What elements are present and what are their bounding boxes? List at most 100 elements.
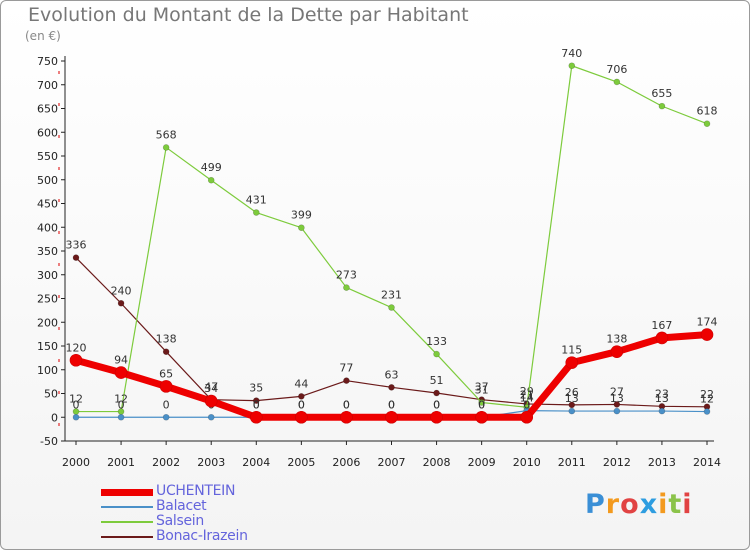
data-label-balacet: 0 (343, 398, 350, 411)
data-label-salsein: 655 (651, 87, 672, 100)
data-point-uchentein (430, 410, 443, 424)
x-tick-label: 2009 (468, 456, 496, 469)
data-point-balacet (703, 408, 711, 415)
data-label-balacet: 13 (610, 392, 624, 405)
data-point-balacet (568, 407, 576, 415)
data-label-salsein: 568 (156, 128, 177, 141)
y-tick-label: 550 (37, 150, 58, 163)
data-label-bonac-irazein: 77 (339, 362, 353, 375)
y-tick-label: 350 (37, 245, 58, 258)
logo-letter: o (620, 489, 640, 520)
data-label-uchentein: 0 (343, 398, 350, 411)
data-point-salsein (388, 304, 395, 311)
data-point-salsein (298, 224, 305, 232)
logo-letter: P (585, 489, 606, 520)
data-point-uchentein (520, 410, 534, 424)
data-label-bonac-irazein: 51 (430, 374, 444, 387)
data-point-salsein (478, 399, 485, 406)
data-label-bonac-irazein: 22 (700, 388, 714, 401)
data-point-salsein (162, 144, 170, 151)
data-label-bonac-irazein: 63 (385, 368, 399, 381)
data-point-bonac-irazein (613, 401, 621, 408)
data-point-balacet (658, 407, 666, 415)
y-tick-label: 700 (37, 79, 58, 92)
x-tick-label: 2001 (107, 456, 135, 469)
data-label-uchentein: 167 (651, 319, 672, 332)
data-label-salsein: 12 (114, 393, 128, 406)
data-point-uchentein (700, 328, 714, 341)
logo-letter: r (605, 489, 621, 520)
data-label-uchentein: 174 (697, 316, 718, 329)
data-point-salsein (658, 102, 666, 110)
legend-label: Bonac-Irazein (156, 528, 248, 544)
x-tick-label: 2007 (378, 456, 406, 469)
data-point-bonac-irazein (298, 393, 305, 400)
x-tick-label: 2008 (423, 456, 451, 469)
chart-title: Evolution du Montant de la Dette par Hab… (28, 4, 469, 26)
y-tick-label: 250 (37, 293, 58, 306)
data-label-bonac-irazein: 44 (294, 377, 308, 390)
data-point-uchentein (204, 394, 218, 408)
y-tick-label: 400 (37, 221, 58, 234)
data-point-bonac-irazein (388, 384, 395, 391)
data-label-bonac-irazein: 35 (249, 382, 263, 395)
data-point-uchentein (114, 366, 128, 379)
data-label-balacet: 0 (433, 398, 440, 411)
legend-label: Salsein (156, 513, 204, 529)
data-point-salsein (703, 120, 711, 127)
x-tick-label: 2002 (152, 456, 180, 469)
data-point-salsein (568, 62, 576, 70)
y-tick-label: 500 (37, 174, 58, 187)
data-label-balacet: 0 (73, 398, 80, 411)
data-label-bonac-irazein: 27 (610, 385, 624, 398)
x-tick-label: 2010 (513, 456, 541, 469)
data-label-salsein: 273 (336, 269, 357, 282)
data-label-uchentein: 115 (561, 344, 582, 357)
data-label-salsein: 618 (697, 105, 718, 118)
y-tick-label: 0 (51, 411, 58, 424)
data-point-uchentein (249, 410, 263, 424)
x-tick-label: 2005 (287, 456, 315, 469)
data-point-salsein (207, 176, 215, 184)
data-label-bonac-irazein: 37 (475, 381, 489, 394)
data-label-bonac-irazein: 47 (204, 381, 218, 394)
x-tick-label: 2003 (197, 456, 225, 469)
data-label-uchentein: 65 (159, 367, 173, 380)
data-label-bonac-irazein: 138 (156, 333, 177, 346)
data-point-uchentein (340, 410, 353, 424)
data-point-balacet (162, 413, 170, 421)
y-tick-label: 150 (37, 340, 58, 353)
data-label-salsein: 133 (426, 335, 447, 348)
data-label-uchentein: 0 (298, 398, 305, 411)
data-point-uchentein (159, 380, 173, 393)
series-line-salsein (75, 65, 708, 413)
data-point-balacet (207, 413, 215, 421)
legend-label: UCHENTEIN (156, 483, 236, 499)
data-label-salsein: 21 (520, 388, 534, 401)
data-point-balacet (117, 413, 125, 421)
data-label-salsein: 431 (246, 194, 267, 207)
logo-letter: t (668, 489, 683, 520)
data-label-salsein: 31 (475, 384, 489, 397)
data-label-balacet: 0 (163, 398, 170, 411)
x-tick-label: 2011 (558, 456, 586, 469)
data-point-uchentein (610, 345, 624, 359)
data-label-salsein: 231 (381, 289, 402, 302)
x-tick-label: 2013 (648, 456, 676, 469)
data-label-balacet: 13 (565, 392, 579, 405)
x-tick-label: 2006 (332, 456, 360, 469)
data-label-bonac-irazein: 23 (655, 387, 669, 400)
data-label-uchentein: 0 (253, 398, 260, 411)
data-point-uchentein (565, 356, 579, 369)
data-point-uchentein (69, 353, 83, 367)
logo-letter: i (682, 489, 693, 520)
x-tick-label: 2000 (62, 456, 90, 469)
y-tick-label: 750 (37, 55, 58, 68)
x-tick-label: 2014 (693, 456, 721, 469)
data-label-balacet: 0 (478, 398, 485, 411)
legend-swatch (101, 521, 153, 523)
data-point-uchentein (295, 410, 308, 424)
y-tick-label: 300 (37, 269, 58, 282)
